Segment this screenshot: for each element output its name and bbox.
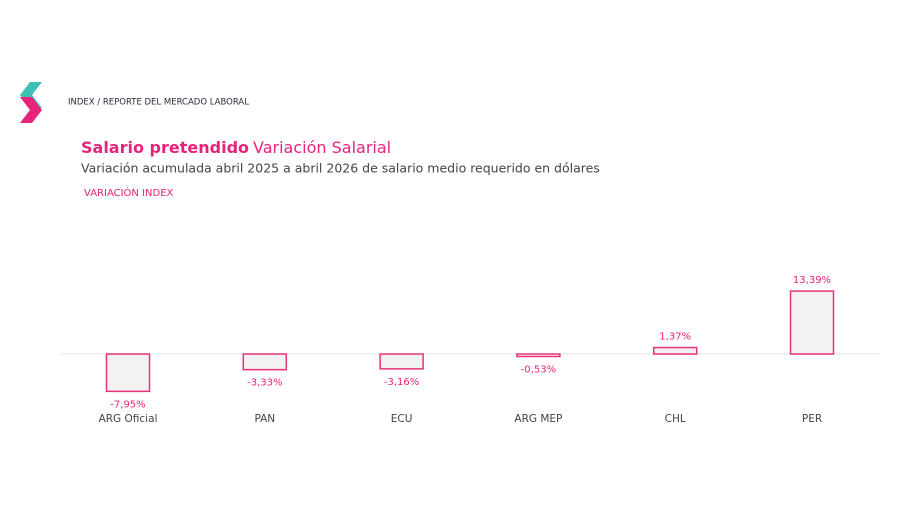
series-label: VARIACIÓN INDEX <box>84 186 174 199</box>
x-tick-label: PER <box>802 413 822 425</box>
value-label: -3,33% <box>247 378 282 389</box>
x-tick-label: PAN <box>254 413 275 425</box>
title-main: Salario pretendido <box>81 138 249 157</box>
bar <box>379 353 424 370</box>
x-tick-label: ECU <box>391 413 413 425</box>
value-label: -3,16% <box>384 377 419 388</box>
chart-title: Salario pretendido Variación Salarial <box>81 138 391 157</box>
x-tick-label: ARG MEP <box>514 413 562 425</box>
x-tick-label: ARG Oficial <box>99 413 158 425</box>
bar <box>105 353 151 393</box>
title-rest: Variación Salarial <box>253 138 391 157</box>
logo <box>20 82 42 123</box>
x-tick-label: CHL <box>665 413 686 425</box>
value-label: 13,39% <box>793 275 831 286</box>
bar <box>652 346 698 355</box>
breadcrumb: INDEX / REPORTE DEL MERCADO LABORAL <box>68 98 249 108</box>
value-label: -0,53% <box>521 364 556 375</box>
bar <box>516 353 561 358</box>
bar <box>242 353 288 371</box>
bar <box>789 290 835 355</box>
value-label: 1,37% <box>659 332 691 343</box>
value-label: -7,95% <box>110 399 145 410</box>
subtitle: Variación acumulada abril 2025 a abril 2… <box>81 161 600 176</box>
